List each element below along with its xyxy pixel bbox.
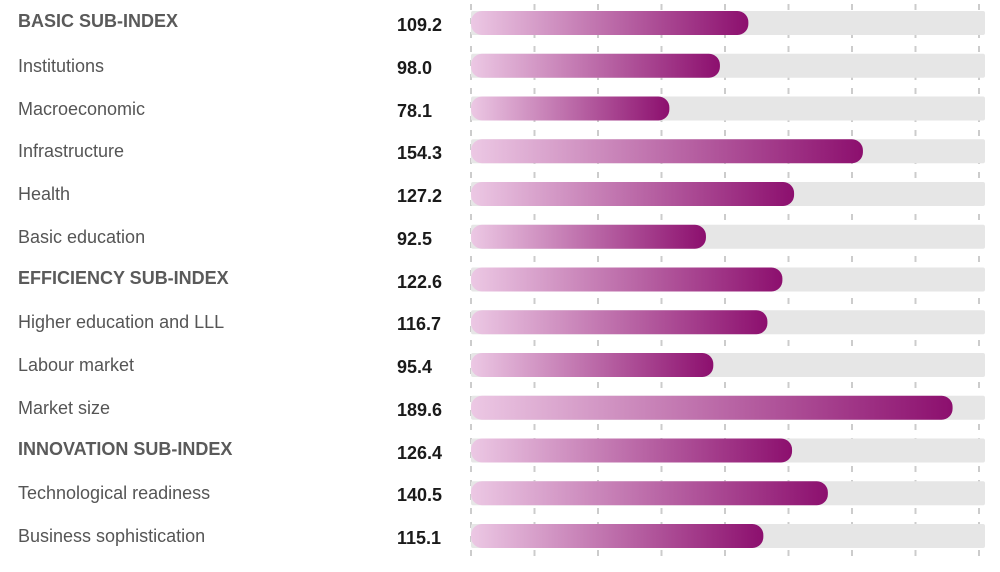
category-label: Higher education and LLL bbox=[18, 312, 225, 333]
gridlines bbox=[470, 4, 980, 560]
bar bbox=[471, 139, 863, 164]
value-label: 189.6 bbox=[397, 399, 443, 420]
value-label: 140.5 bbox=[397, 485, 443, 506]
bar bbox=[471, 267, 783, 292]
bar bbox=[471, 96, 670, 121]
bar bbox=[471, 53, 720, 78]
bar bbox=[471, 353, 714, 377]
value-label: 126.4 bbox=[397, 442, 443, 463]
category-label: Basic education bbox=[18, 226, 146, 247]
value-label: 115.1 bbox=[397, 528, 442, 548]
value-label: 92.5 bbox=[397, 228, 433, 249]
value-label: 95.4 bbox=[397, 357, 433, 377]
bar bbox=[471, 11, 749, 35]
bar bbox=[471, 182, 795, 206]
bar bbox=[471, 481, 828, 506]
category-label: Market size bbox=[18, 397, 111, 418]
category-label: Health bbox=[18, 184, 71, 204]
bar bbox=[471, 395, 953, 420]
bar bbox=[471, 224, 706, 249]
value-label: 98.0 bbox=[397, 57, 433, 78]
value-label: 116.7 bbox=[397, 314, 442, 335]
sub-index-label: BASIC SUB-INDEX bbox=[18, 11, 179, 31]
category-label: Institutions bbox=[18, 55, 105, 76]
value-label: 78.1 bbox=[397, 100, 433, 121]
sub-index-label: EFFICIENCY SUB-INDEX bbox=[18, 267, 229, 288]
value-label: 154.3 bbox=[397, 143, 443, 164]
bar bbox=[471, 310, 768, 335]
category-label: Labour market bbox=[18, 355, 135, 375]
value-label: 127.2 bbox=[397, 186, 443, 206]
bar bbox=[471, 438, 793, 463]
category-label: Business sophistication bbox=[18, 526, 206, 546]
bar bbox=[471, 524, 764, 548]
category-label: Infrastructure bbox=[18, 141, 125, 162]
category-label: Macroeconomic bbox=[18, 98, 146, 119]
sub-index-label: INNOVATION SUB-INDEX bbox=[18, 438, 233, 459]
category-label: Technological readiness bbox=[18, 483, 211, 504]
value-label: 122.6 bbox=[397, 271, 443, 292]
value-label: 109.2 bbox=[397, 15, 443, 35]
